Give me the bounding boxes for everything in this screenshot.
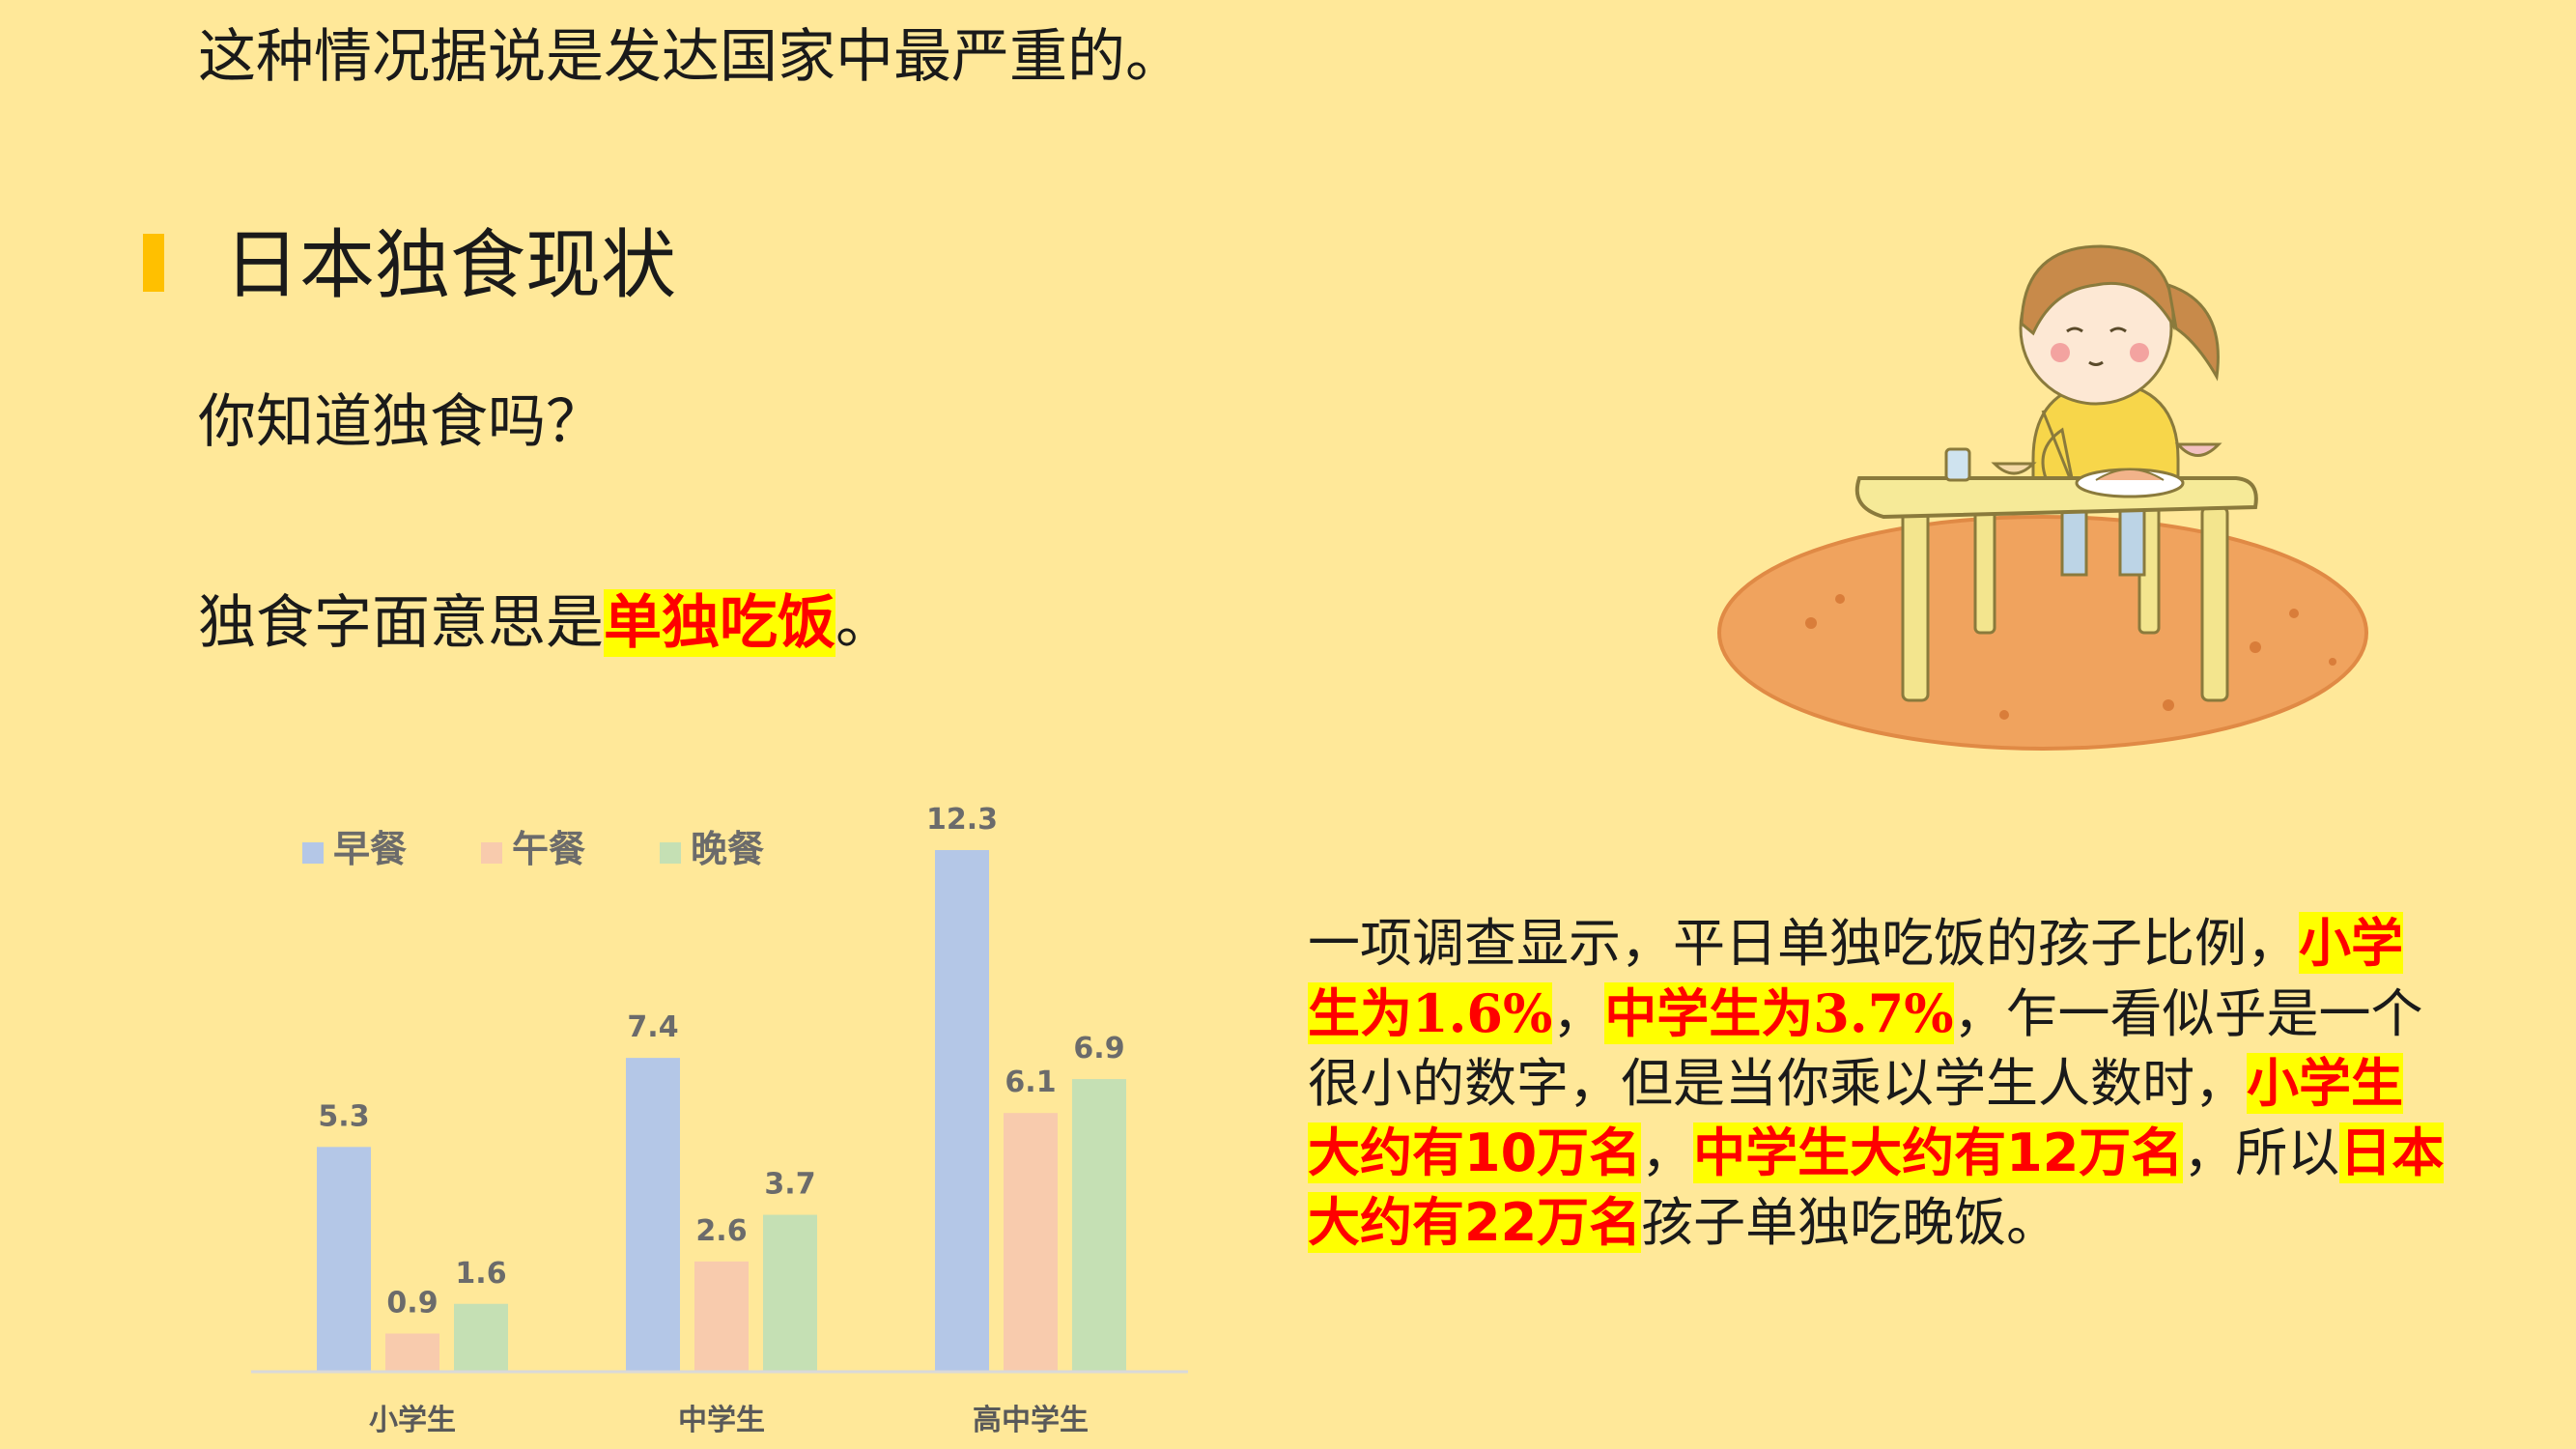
meaning-highlight: 单独吃饭 bbox=[604, 589, 835, 657]
girl-eating-alone-illustration bbox=[1717, 244, 2368, 751]
legend-swatch-2 bbox=[481, 842, 502, 864]
bar-2-3 bbox=[763, 1214, 817, 1372]
data-label-1-3: 1.6 bbox=[455, 1257, 506, 1291]
para-highlight-2: 中学生为3.7% bbox=[1604, 982, 1954, 1044]
data-label-2-1: 7.4 bbox=[627, 1010, 678, 1044]
section-title: 日本独食现状 bbox=[224, 222, 677, 309]
chart-bars bbox=[317, 850, 1126, 1372]
legend-label-2: 午餐 bbox=[512, 828, 585, 870]
bar-1-3 bbox=[454, 1303, 508, 1372]
section-accent-bar bbox=[143, 234, 164, 292]
category-label-1: 小学生 bbox=[369, 1404, 456, 1437]
category-label-2: 中学生 bbox=[678, 1404, 765, 1437]
meaning-suffix: 。 bbox=[835, 589, 893, 657]
meaning-prefix: 独食字面意思是 bbox=[198, 589, 604, 657]
bar-1-2 bbox=[385, 1333, 439, 1372]
data-label-3-2: 6.1 bbox=[1005, 1065, 1056, 1099]
para-text-5: ，所以 bbox=[2183, 1122, 2340, 1183]
para-text-3: ，乍一看似乎是一个很小的数字，但是当你乘以学生人数时， bbox=[1308, 983, 2423, 1114]
legend-swatch-3 bbox=[660, 842, 681, 864]
data-label-3-3: 6.9 bbox=[1073, 1032, 1124, 1065]
meal-alone-bar-chart: 早餐 午餐 晚餐 5.3 0.9 1.6 7.4 2.6 3.7 12.3 6.1 6.9 小学生 中… bbox=[251, 803, 1188, 1437]
chart-data-labels: 5.3 0.9 1.6 7.4 2.6 3.7 12.3 6.1 6.9 bbox=[318, 803, 1124, 1320]
bar-3-3 bbox=[1072, 1079, 1126, 1372]
chart-category-labels: 小学生 中学生 高中学生 bbox=[369, 1404, 1089, 1437]
data-label-3-1: 12.3 bbox=[926, 803, 998, 837]
question-line: 你知道独食吗？ bbox=[198, 388, 604, 456]
bar-3-2 bbox=[1004, 1113, 1058, 1372]
para-highlight-4: 中学生大约有12万名 bbox=[1693, 1122, 2184, 1183]
para-text-6: 孩子单独吃晚饭。 bbox=[1641, 1192, 2059, 1253]
legend-label-3: 晚餐 bbox=[691, 828, 764, 870]
data-label-1-1: 5.3 bbox=[318, 1099, 369, 1133]
para-text-4: ， bbox=[1641, 1122, 1694, 1183]
survey-paragraph: 一项调查显示，平日单独吃饭的孩子比例，小学生为1.6%，中学生为3.7%，乍一看… bbox=[1308, 908, 2448, 1258]
bar-1-1 bbox=[317, 1147, 371, 1372]
category-label-3: 高中学生 bbox=[973, 1404, 1089, 1437]
bar-3-1 bbox=[935, 850, 989, 1372]
bar-2-2 bbox=[694, 1261, 749, 1372]
legend-label-1: 早餐 bbox=[333, 828, 407, 870]
para-text-2: ， bbox=[1552, 983, 1605, 1044]
para-text-1: 一项调查显示，平日单独吃饭的孩子比例， bbox=[1308, 913, 2299, 974]
meaning-line: 独食字面意思是单独吃饭。 bbox=[198, 580, 893, 667]
intro-line: 这种情况据说是发达国家中最严重的。 bbox=[198, 23, 1183, 91]
bar-2-1 bbox=[626, 1058, 680, 1372]
legend-swatch-1 bbox=[302, 842, 324, 864]
data-label-2-2: 2.6 bbox=[695, 1214, 747, 1248]
chart-legend: 早餐 午餐 晚餐 bbox=[302, 828, 764, 870]
data-label-2-3: 3.7 bbox=[764, 1168, 815, 1202]
data-label-1-2: 0.9 bbox=[386, 1286, 438, 1320]
